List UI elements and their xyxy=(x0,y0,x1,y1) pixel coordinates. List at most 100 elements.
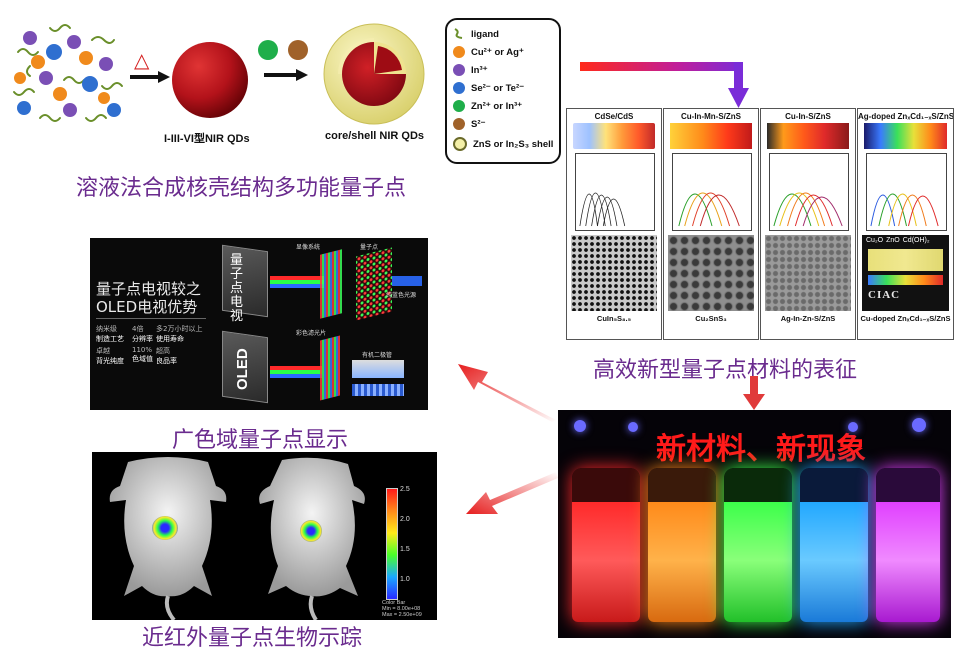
legend-cu-ag: Cu²⁺ or Ag⁺ xyxy=(453,44,524,60)
core-shell-label: core/shell NIR QDs xyxy=(325,130,425,142)
color-filter-grid-bottom xyxy=(320,335,340,401)
shell-precursor-dots xyxy=(258,40,308,60)
stat: 纳米级 制造工艺 xyxy=(96,325,124,343)
down-arrow-to-vials xyxy=(743,376,765,410)
stat: 多2万小时以上 使用寿命 xyxy=(156,325,203,343)
vial-label: Cd(OH)₂ xyxy=(902,237,930,244)
characterization-caption: 高效新型量子点材料的表征 xyxy=(593,358,858,383)
glowing-vials-photo: 新材料、新现象 xyxy=(558,410,951,638)
emission-spectra-plot xyxy=(575,153,655,231)
gradient-arrow-to-characterization xyxy=(580,62,749,108)
panel-cu-in-mn-s: Cu-In-Mn-S/ZnS Cu₂SnS₃ xyxy=(663,108,759,340)
panel-title: Ag-doped ZnₓCd₁₋ₓS/ZnS xyxy=(858,112,954,121)
display-caption: 广色域量子点显示 xyxy=(172,428,349,453)
legend-ligand: ligand xyxy=(453,26,499,42)
emission-spectra-plot xyxy=(769,153,849,231)
panel-cu-in-s: Cu-In-S/ZnS Ag-In-Zn-S/ZnS xyxy=(760,108,856,340)
qd-layer-top xyxy=(356,247,392,321)
blue-dot-icon xyxy=(453,82,465,94)
ciac-text: CIAC xyxy=(868,289,901,301)
panel-title: Cu-In-Mn-S/ZnS xyxy=(681,112,741,121)
green-dot-icon xyxy=(453,100,465,112)
colored-vials-photo xyxy=(767,123,849,149)
headline: 新材料、新现象 xyxy=(656,432,866,467)
brown-dot-icon xyxy=(453,118,465,130)
colored-vials-photo xyxy=(864,123,947,149)
vial-label: Cu₂O xyxy=(866,237,884,244)
arrow-to-display xyxy=(458,364,556,422)
synthesis-caption: 溶液法合成核壳结构多功能量子点 xyxy=(76,176,407,201)
oled-diode-layer xyxy=(352,384,404,396)
oled-label: OLED xyxy=(234,348,251,390)
vial-orange xyxy=(648,468,716,622)
qd-tv-comparison-image: 量子点电视较之 OLED电视优势 纳米级 制造工艺 4倍 分辨率 多2万小时以上 使用… xyxy=(90,238,428,410)
blue-light-source xyxy=(392,276,422,286)
shell-ring-icon xyxy=(453,137,467,151)
tem-label: Cu₂SnS₃ xyxy=(695,314,727,323)
color-scale-bar xyxy=(386,488,398,600)
vial-green xyxy=(724,468,792,622)
nir-signal-right xyxy=(300,520,322,542)
shelling-arrow xyxy=(264,69,308,81)
stat: 超高 良品率 xyxy=(156,347,177,365)
uv-lamp-icon xyxy=(912,418,926,432)
tem-image xyxy=(571,235,657,311)
scale-footer-max: Max = 2.50e+09 xyxy=(382,612,422,618)
tem-label: CuIn₅S₈.₅ xyxy=(596,314,632,323)
vial-blue xyxy=(800,468,868,622)
legend-in: In³⁺ xyxy=(453,62,488,78)
tag-quantum-dot: 量子点 xyxy=(360,244,379,251)
rgb-light-beams-top xyxy=(270,276,324,288)
color-filter-grid-top xyxy=(320,249,342,319)
qd-tv-label: 量子点电视 xyxy=(230,253,244,324)
scale-tick: 1.0 xyxy=(400,576,410,583)
scale-tick: 2.0 xyxy=(400,516,410,523)
tem-image xyxy=(668,235,754,311)
uv-lamp-icon xyxy=(628,422,638,432)
orange-dot-icon xyxy=(453,46,465,58)
vial-red xyxy=(572,468,640,622)
tem-image xyxy=(765,235,851,311)
purple-dot-icon xyxy=(453,64,465,76)
panel-title: CdSe/CdS xyxy=(594,112,634,121)
scale-tick: 2.5 xyxy=(400,486,410,493)
emission-spectra-plot xyxy=(672,153,752,231)
stat: 卓越 背光纯度 xyxy=(96,347,124,365)
stat: 110% 色域值 xyxy=(132,346,153,363)
legend-s: S²⁻ xyxy=(453,116,486,132)
delta-symbol: △ xyxy=(134,48,150,72)
scale-tick: 1.5 xyxy=(400,546,410,553)
nir-signal-left xyxy=(152,516,178,540)
vial-label: ZnO xyxy=(886,237,900,244)
tag-display-system: 显像系统 xyxy=(296,244,321,251)
arrow-to-imaging xyxy=(466,472,558,514)
panel-cdse-cds: CdSe/CdS CuIn₅S₈.₅ xyxy=(566,108,662,340)
tag-color-filter: 彩色滤光片 xyxy=(296,330,327,337)
tv-title-line2: OLED电视优势 xyxy=(96,298,198,316)
tag-organic-diode: 有机二极管 xyxy=(362,352,393,359)
legend-zn-in: Zn²⁺ or In³⁺ xyxy=(453,98,522,114)
tem-label: Ag-In-Zn-S/ZnS xyxy=(780,314,836,323)
characterization-figure: CdSe/CdS CuIn₅S₈.₅ Cu-In-Mn-S/ZnS Cu₂SnS… xyxy=(566,108,954,340)
core-qd-label: I-III-VI型NIR QDs xyxy=(164,133,250,145)
panel-ag-doped: Ag-doped ZnₓCd₁₋ₓS/ZnS Cu₂O ZnO Cd(OH)₂ … xyxy=(857,108,954,340)
nir-mouse-imaging: 2.5 2.0 1.5 1.0 Color Bar Min = 8.00e+08… xyxy=(92,452,437,620)
tv-title-line1: 量子点电视较之 xyxy=(96,280,202,298)
panel-title: Cu-In-S/ZnS xyxy=(785,112,831,121)
synthesis-legend: ligand Cu²⁺ or Ag⁺ In³⁺ Se²⁻ or Te²⁻ Zn²… xyxy=(445,18,561,164)
core-qd-sphere xyxy=(172,42,248,118)
scale-footer-title: Color Bar xyxy=(382,600,406,606)
uv-lamp-icon xyxy=(848,422,858,432)
vials-under-light-photo: Cu₂O ZnO Cd(OH)₂ CIAC xyxy=(862,235,949,311)
reaction-arrow xyxy=(130,71,170,83)
emission-color-strip xyxy=(670,123,752,149)
vial-purple xyxy=(876,468,940,622)
legend-shell: ZnS or In₂S₃ shell xyxy=(453,136,553,152)
tem-label: Cu-doped ZnₓCd₁₋ₓS/ZnS xyxy=(860,314,951,323)
imaging-caption: 近红外量子点生物示踪 xyxy=(142,626,363,651)
oled-emitter-layer xyxy=(352,360,404,378)
emission-spectra-plot xyxy=(866,153,947,231)
precursor-mixture xyxy=(13,24,123,122)
stat: 4倍 分辨率 xyxy=(132,325,153,343)
scale-footer-min: Min = 8.00e+08 xyxy=(382,606,421,612)
